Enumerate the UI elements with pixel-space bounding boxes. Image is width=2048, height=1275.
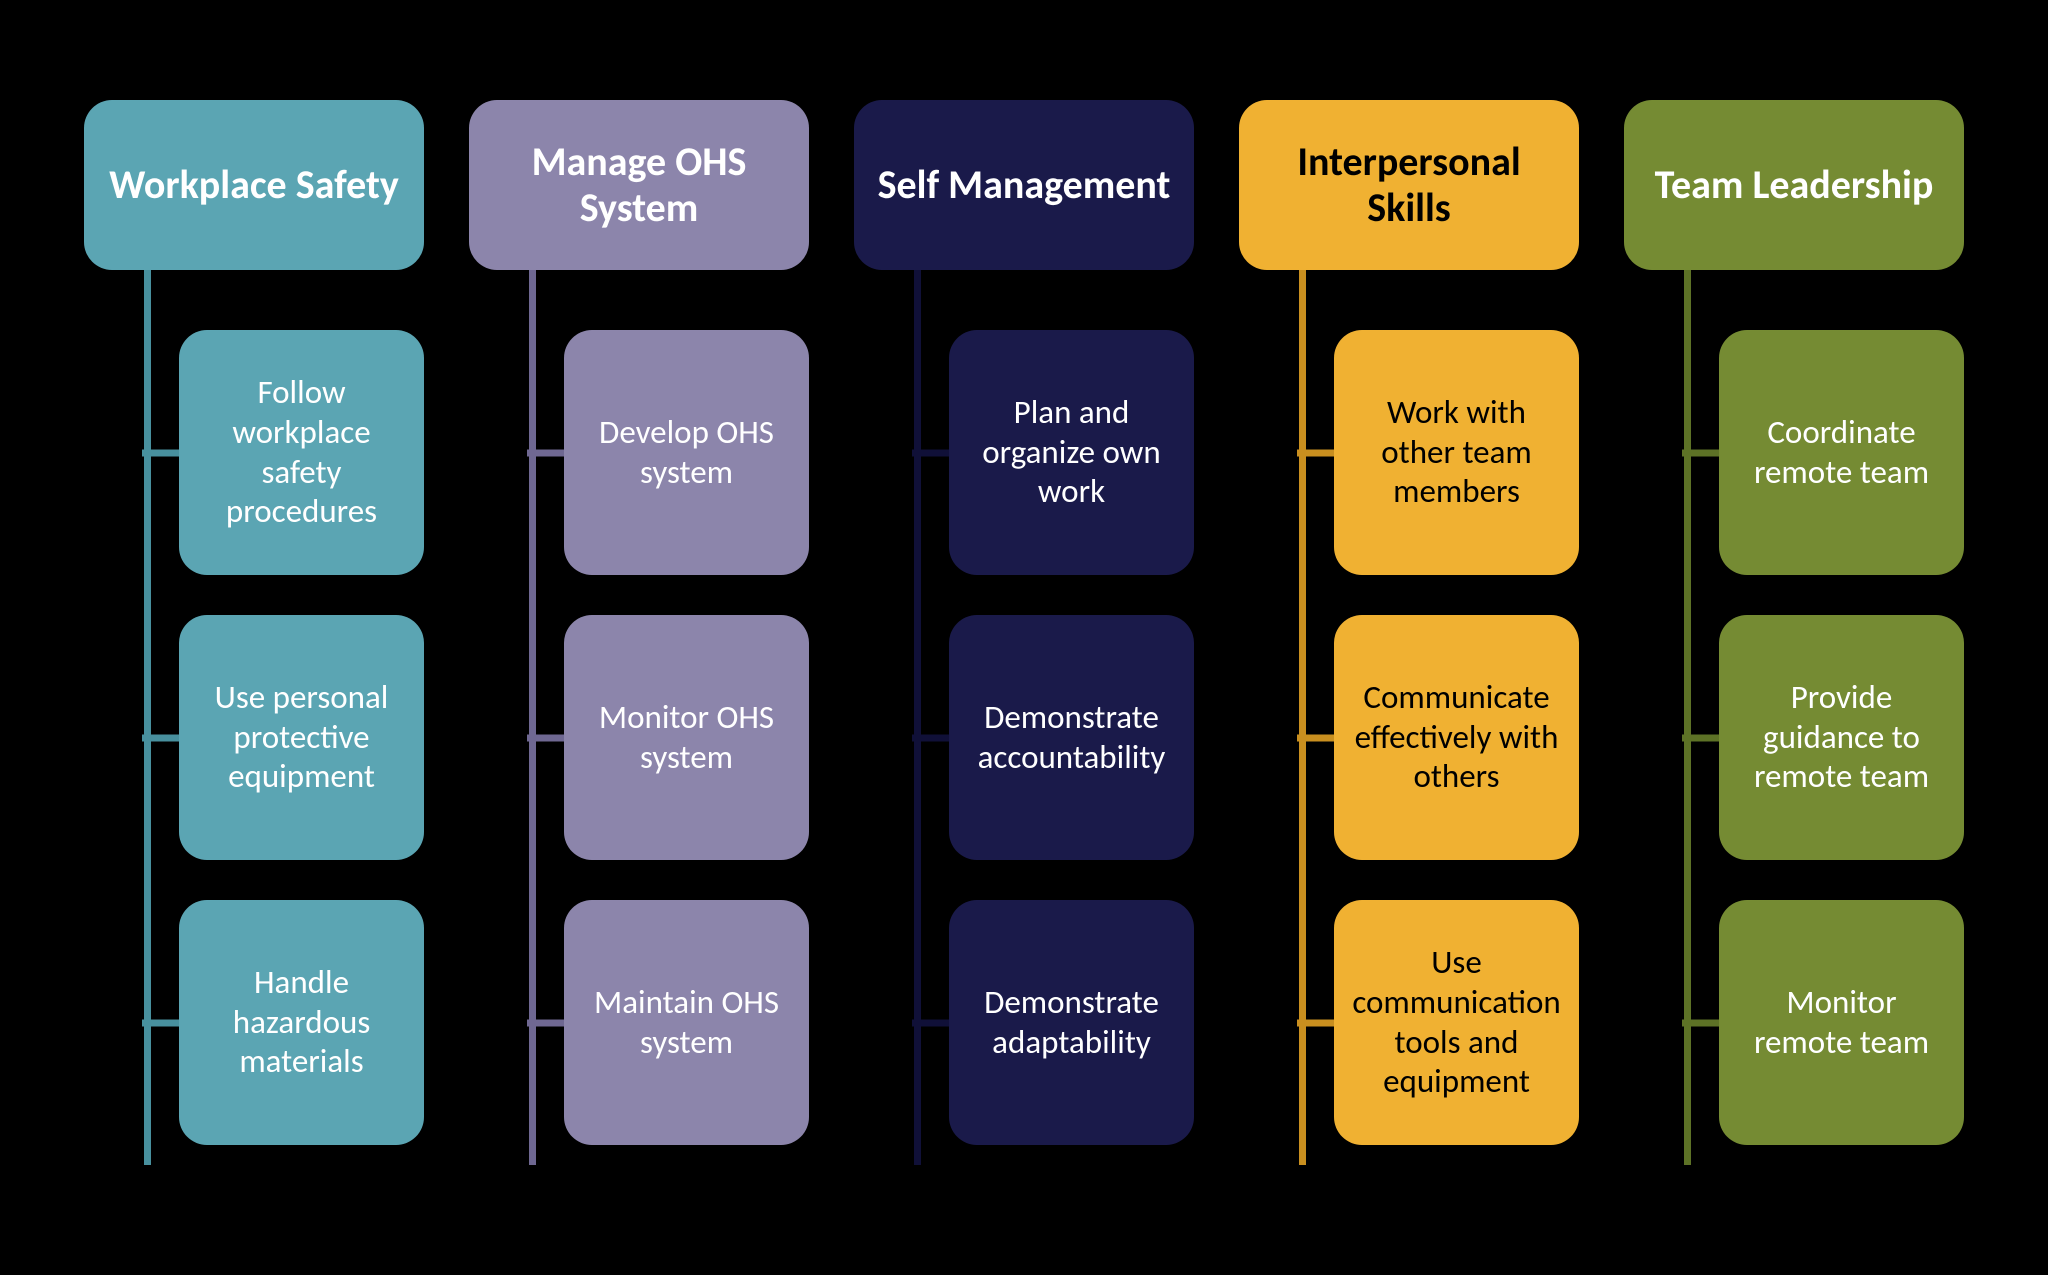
column-workplace-safety: Workplace Safety Follow workplace safety … [84, 100, 424, 1145]
sub-item-label: Monitor remote team [1739, 983, 1944, 1062]
connector-branch [912, 449, 949, 456]
sub-items: Follow workplace safety procedures Use pe… [84, 330, 424, 1145]
sub-item: Coordinate remote team [1719, 330, 1964, 575]
connector-branch [1297, 449, 1334, 456]
sub-item-label: Coordinate remote team [1739, 413, 1944, 492]
sub-item: Develop OHS system [564, 330, 809, 575]
sub-item: Handle hazardous materials [179, 900, 424, 1145]
connector-branch [527, 449, 564, 456]
diagram-columns: Workplace Safety Follow workplace safety … [0, 100, 2048, 1145]
category-title: Interpersonal Skills [1257, 139, 1561, 231]
sub-item: Provide guidance to remote team [1719, 615, 1964, 860]
sub-items: Coordinate remote team Provide guidance t… [1624, 330, 1964, 1145]
sub-item: Use communication tools and equipment [1334, 900, 1579, 1145]
category-header: Interpersonal Skills [1239, 100, 1579, 270]
sub-item-label: Use personal protective equipment [199, 678, 404, 797]
connector-branch [142, 449, 179, 456]
sub-item-label: Demonstrate accountability [969, 698, 1174, 777]
connector-branch [912, 1019, 949, 1026]
category-title: Self Management [878, 162, 1171, 208]
sub-item-label: Handle hazardous materials [199, 963, 404, 1082]
category-header: Workplace Safety [84, 100, 424, 270]
column-team-leadership: Team Leadership Coordinate remote team Pro… [1624, 100, 1964, 1145]
connector-branch [142, 734, 179, 741]
category-title: Team Leadership [1655, 162, 1934, 208]
connector-branch [142, 1019, 179, 1026]
sub-item: Use personal protective equipment [179, 615, 424, 860]
diagram-canvas: Workplace Safety Follow workplace safety … [0, 0, 2048, 1275]
category-header: Manage OHS System [469, 100, 809, 270]
connector-branch [1297, 734, 1334, 741]
sub-item-label: Demonstrate adaptability [969, 983, 1174, 1062]
category-header: Team Leadership [1624, 100, 1964, 270]
sub-item: Work with other team members [1334, 330, 1579, 575]
sub-item-label: Communicate effectively with others [1354, 678, 1559, 797]
sub-items: Work with other team members Communicate … [1239, 330, 1579, 1145]
sub-item-label: Monitor OHS system [584, 698, 789, 777]
sub-item-label: Follow workplace safety procedures [199, 373, 404, 531]
sub-item: Demonstrate accountability [949, 615, 1194, 860]
sub-item: Communicate effectively with others [1334, 615, 1579, 860]
connector-branch [527, 734, 564, 741]
sub-item: Monitor remote team [1719, 900, 1964, 1145]
column-manage-ohs-system: Manage OHS System Develop OHS system Monit… [469, 100, 809, 1145]
column-interpersonal-skills: Interpersonal Skills Work with other team… [1239, 100, 1579, 1145]
sub-item: Demonstrate adaptability [949, 900, 1194, 1145]
sub-items: Develop OHS system Monitor OHS system Main… [469, 330, 809, 1145]
sub-item: Plan and organize own work [949, 330, 1194, 575]
connector-branch [1682, 734, 1719, 741]
connector-branch [527, 1019, 564, 1026]
sub-items: Plan and organize own work Demonstrate ac… [854, 330, 1194, 1145]
sub-item-label: Develop OHS system [584, 413, 789, 492]
sub-item-label: Use communication tools and equipment [1352, 943, 1560, 1101]
connector-branch [1682, 449, 1719, 456]
connector-branch [912, 734, 949, 741]
sub-item-label: Provide guidance to remote team [1739, 678, 1944, 797]
sub-item: Monitor OHS system [564, 615, 809, 860]
sub-item: Follow workplace safety procedures [179, 330, 424, 575]
sub-item-label: Maintain OHS system [584, 983, 789, 1062]
column-self-management: Self Management Plan and organize own wor… [854, 100, 1194, 1145]
category-header: Self Management [854, 100, 1194, 270]
sub-item-label: Plan and organize own work [969, 393, 1174, 512]
sub-item: Maintain OHS system [564, 900, 809, 1145]
category-title: Workplace Safety [109, 162, 399, 208]
sub-item-label: Work with other team members [1354, 393, 1559, 512]
connector-branch [1682, 1019, 1719, 1026]
category-title: Manage OHS System [487, 139, 791, 231]
connector-branch [1297, 1019, 1334, 1026]
